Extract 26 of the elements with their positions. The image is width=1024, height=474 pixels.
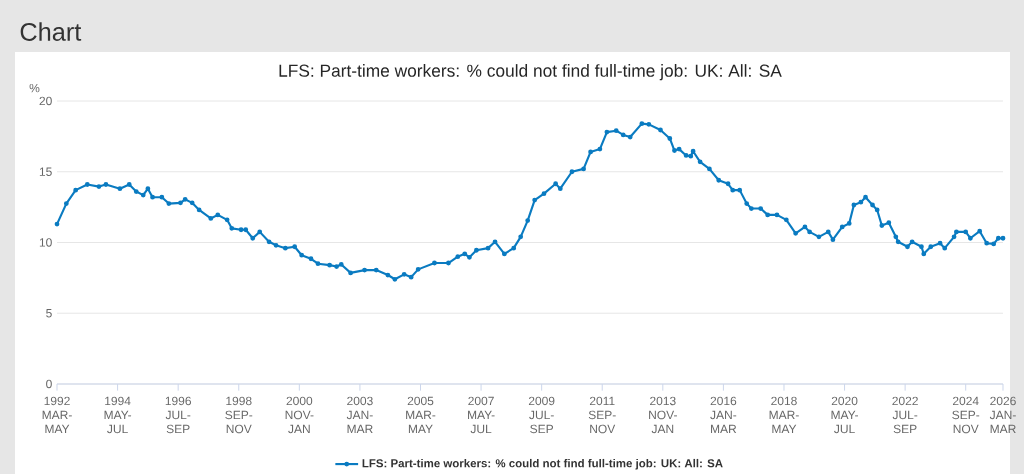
x-tick-label: 1996 JUL-SEP xyxy=(165,396,191,434)
legend-label: LFS: Part-time workers: % could not find full-time job: UK: All: SA xyxy=(362,458,723,470)
x-tick-label: 2009 JUL-SEP xyxy=(528,396,555,434)
x-tick-label: 2013 NOV-JAN xyxy=(649,396,677,434)
y-axis-title: % xyxy=(29,83,40,93)
x-tick-label: 2022 JUL-SEP xyxy=(892,396,918,434)
y-tick-label: 0 xyxy=(46,379,52,389)
x-tick-label: 2016 JAN-MAR xyxy=(710,396,737,434)
y-tick-label: 5 xyxy=(46,309,52,318)
x-tick-label: 2005 MAR-MAY xyxy=(406,396,436,434)
y-tick-label: 15 xyxy=(39,167,52,176)
x-tick-label: 1994 MAY-JUL xyxy=(104,396,132,434)
x-tick-label: 2018 MAR-MAY xyxy=(769,396,799,434)
x-tick-label: 2011 SEP-NOV xyxy=(588,396,616,434)
text: Chart xyxy=(20,22,82,41)
y-tick-label: 10 xyxy=(39,238,52,247)
y-tick-label: 20 xyxy=(39,96,52,106)
x-tick-label: 1992 MAR-MAY xyxy=(42,396,72,434)
x-tick-label: 1998 SEP-NOV xyxy=(225,396,253,434)
x-tick-label: 2026 JAN-MAR xyxy=(989,396,1016,434)
x-tick-label: 2007 MAY-JUL xyxy=(468,396,495,434)
x-tick-label: 2020 MAY-JUL xyxy=(831,396,859,434)
x-tick-label: 2024 SEP-NOV xyxy=(952,396,980,434)
chart-title: LFS: Part-time workers: % could not find full-time job: UK: All: SA xyxy=(279,64,782,81)
x-tick-label: 2000 NOV-JAN xyxy=(285,396,314,434)
x-tick-label: 2003 JAN-MAR xyxy=(346,396,373,434)
